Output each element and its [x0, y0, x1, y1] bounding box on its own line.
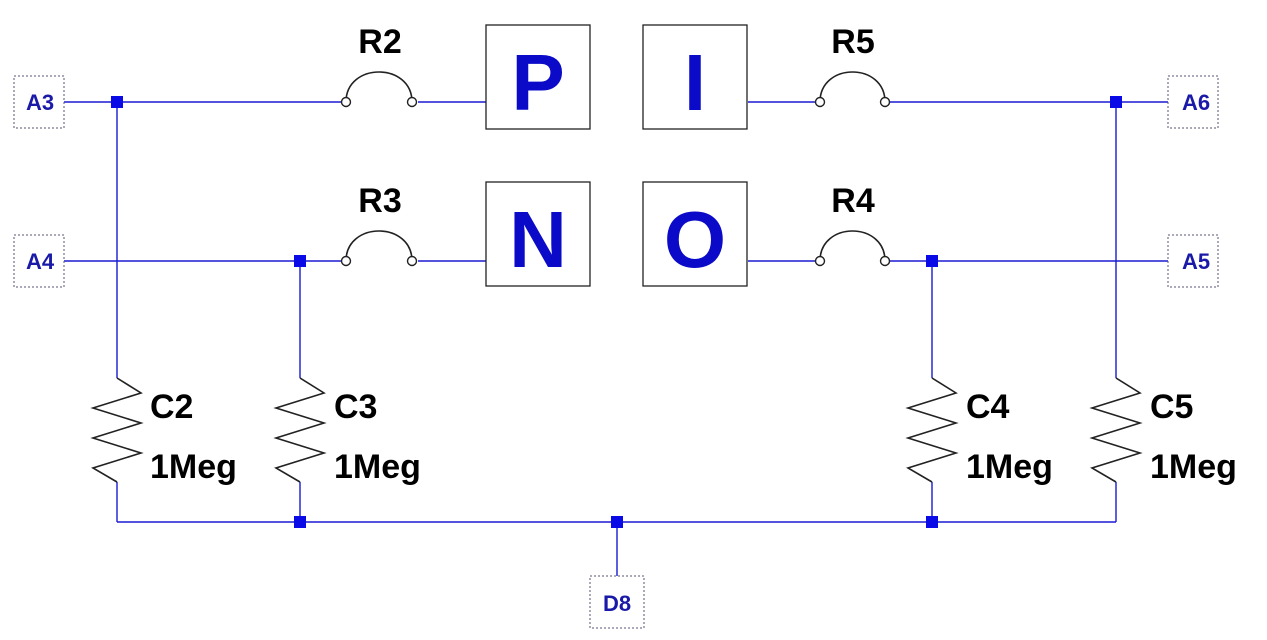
resistor-c2-value: 1Meg	[150, 448, 237, 486]
junction-a4	[294, 255, 306, 267]
wires	[64, 101, 1168, 576]
port-a6: A6	[1167, 75, 1219, 129]
box-n: N	[485, 181, 591, 287]
switch-r5-terminal-right	[879, 96, 891, 108]
junction-a3	[111, 96, 123, 108]
junction-a6	[1110, 96, 1122, 108]
switch-r2-terminal-left	[340, 96, 352, 108]
port-a5: A5	[1167, 234, 1219, 288]
junction-bus-c3	[294, 516, 306, 528]
switch-r4: R4	[814, 182, 891, 267]
box-p: P	[485, 24, 591, 130]
switch-r5-label: R5	[831, 23, 874, 61]
box-i-frame	[642, 24, 748, 130]
resistor-c5-value: 1Meg	[1150, 448, 1237, 486]
resistor-c4-name: C4	[966, 388, 1010, 426]
box-n-frame	[485, 181, 591, 287]
box-p-letter: P	[511, 38, 564, 127]
switch-r4-terminal-right	[879, 255, 891, 267]
port-d8-label: D8	[603, 591, 631, 616]
port-a3-label: A3	[26, 90, 54, 115]
resistor-c2-zigzag	[90, 377, 144, 483]
switch-r4-label: R4	[831, 182, 875, 220]
junctions	[111, 96, 1122, 528]
switch-r2-terminal-right	[406, 96, 418, 108]
switch-r3-label: R3	[358, 182, 401, 220]
resistor-c4: C4 1Meg	[905, 377, 1053, 486]
switch-r3: R3	[340, 182, 418, 267]
port-a6-frame	[1167, 75, 1219, 129]
port-a3: A3	[13, 75, 65, 129]
resistor-c3-zigzag	[273, 377, 327, 483]
resistor-c2-name: C2	[150, 388, 193, 426]
switch-r3-terminal-left	[340, 255, 352, 267]
switch-r2-label: R2	[358, 23, 401, 61]
switch-r5: R5	[814, 23, 891, 108]
switch-r4-arc	[819, 230, 886, 262]
box-i: I	[642, 24, 748, 130]
resistor-c3-value: 1Meg	[334, 448, 421, 486]
port-a4-label: A4	[26, 249, 55, 274]
switch-r3-terminal-right	[406, 255, 418, 267]
switch-r2: R2	[340, 23, 418, 108]
resistor-c4-value: 1Meg	[966, 448, 1053, 486]
port-d8-frame	[589, 575, 645, 629]
port-a4: A4	[13, 234, 65, 288]
port-a4-frame	[13, 234, 65, 288]
box-n-letter: N	[509, 195, 567, 284]
switch-r3-arc	[345, 230, 413, 262]
box-p-frame	[485, 24, 591, 130]
box-o-frame	[642, 181, 748, 287]
resistor-c5: C5 1Meg	[1089, 377, 1237, 486]
port-a5-label: A5	[1182, 249, 1210, 274]
switch-r2-arc	[345, 71, 413, 103]
port-a5-frame	[1167, 234, 1219, 288]
port-d8: D8	[589, 575, 645, 629]
port-a6-label: A6	[1182, 90, 1210, 115]
junction-a5	[926, 255, 938, 267]
switch-r4-terminal-left	[814, 255, 826, 267]
resistor-c3-name: C3	[334, 388, 377, 426]
switch-r5-terminal-left	[814, 96, 826, 108]
box-o: O	[642, 181, 748, 287]
port-a3-frame	[13, 75, 65, 129]
resistor-c2: C2 1Meg	[90, 377, 237, 486]
resistor-c5-name: C5	[1150, 388, 1193, 426]
junction-bus-d8	[611, 516, 623, 528]
resistor-c3: C3 1Meg	[273, 377, 421, 486]
box-o-letter: O	[664, 195, 726, 284]
junction-bus-c4	[926, 516, 938, 528]
switch-r5-arc	[819, 71, 886, 103]
box-i-letter: I	[684, 38, 706, 127]
resistor-c5-zigzag	[1089, 377, 1143, 483]
resistor-c4-zigzag	[905, 377, 959, 483]
